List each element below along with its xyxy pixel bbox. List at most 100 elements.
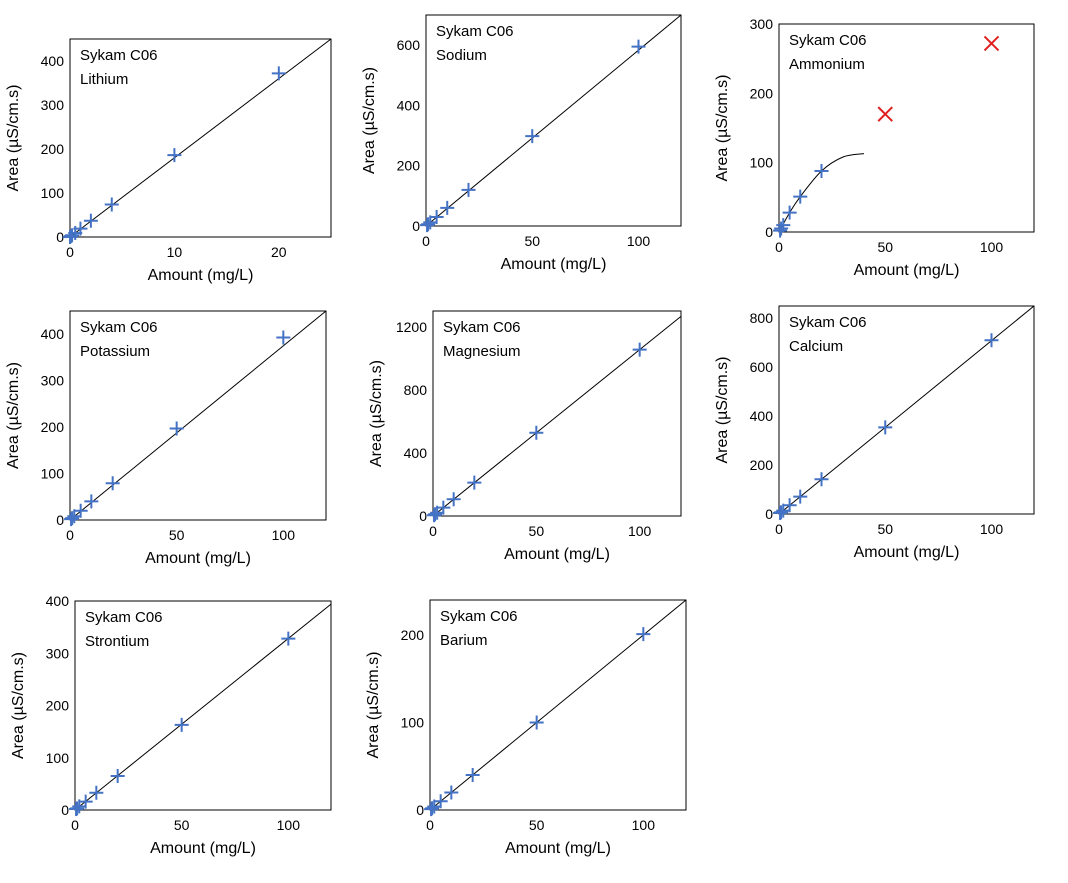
- data-point: [104, 197, 119, 212]
- x-axis-label: Amount (mg/L): [148, 267, 254, 284]
- data-point: [782, 498, 797, 513]
- y-tick-label: 0: [412, 218, 420, 234]
- analyte-label: Ammonium: [789, 56, 865, 73]
- instrument-label: Sykam C06: [789, 32, 867, 49]
- data-point: [529, 715, 544, 730]
- instrument-label: Sykam C06: [436, 23, 514, 40]
- data-point: [429, 209, 444, 224]
- chart-barium: 0 50 100 0 100 200 Amount (mg/L) Area (µS/cm.s)…: [365, 599, 687, 857]
- plot-frame: [69, 38, 332, 238]
- y-tick-label: 800: [404, 382, 428, 398]
- x-tick-label: 100: [980, 239, 1004, 255]
- data-point: [444, 785, 459, 800]
- y-tick-label: 0: [56, 512, 64, 528]
- data-point: [105, 476, 120, 491]
- chart-potassium: 0 50 100 0 100 200 300 400 Amount (mg/L) Area (µS…: [5, 310, 327, 567]
- y-tick-label: 600: [750, 359, 774, 375]
- x-tick-label: 0: [422, 233, 430, 249]
- data-point: [793, 189, 808, 204]
- data-point: [281, 631, 296, 646]
- y-tick-label: 200: [750, 85, 774, 101]
- chart-calcium: 0 50 100 0 200 400 600 800 Amount (mg/L) Area (µS…: [714, 305, 1035, 561]
- data-point: [636, 627, 651, 642]
- y-tick-label: 0: [765, 506, 773, 522]
- y-tick-label: 0: [61, 802, 69, 818]
- data-point: [73, 221, 88, 236]
- y-tick-label: 600: [397, 37, 421, 53]
- y-tick-label: 400: [404, 445, 428, 461]
- plot-frame: [432, 310, 682, 517]
- x-tick-label: 0: [426, 817, 434, 833]
- data-point: [774, 221, 789, 236]
- plot-frame: [425, 14, 682, 227]
- x-tick-label: 50: [877, 521, 893, 537]
- analyte-label: Strontium: [85, 633, 149, 650]
- x-tick-label: 100: [628, 523, 652, 539]
- y-axis-label: Area (µS/cm.s): [361, 67, 378, 174]
- data-point: [425, 801, 440, 816]
- x-tick-label: 50: [877, 239, 893, 255]
- plot-frame: [69, 310, 327, 521]
- data-point: [421, 217, 436, 232]
- analyte-label: Sodium: [436, 47, 487, 64]
- data-point: [461, 182, 476, 197]
- x-axis-label: Amount (mg/L): [145, 550, 251, 567]
- data-point: [65, 228, 80, 243]
- data-point: [271, 66, 286, 81]
- y-tick-label: 100: [750, 155, 774, 171]
- data-point: [529, 425, 544, 440]
- analyte-label: Barium: [440, 632, 488, 649]
- y-tick-label: 200: [750, 457, 774, 473]
- x-tick-label: 0: [775, 521, 783, 537]
- data-point: [89, 785, 104, 800]
- instrument-label: Sykam C06: [80, 47, 158, 64]
- y-axis-label: Area (µS/cm.s): [10, 652, 27, 759]
- y-axis-label: Area (µS/cm.s): [714, 356, 731, 463]
- y-axis-label: Area (µS/cm.s): [365, 651, 382, 758]
- chart-sodium: 0 50 100 0 200 400 600 Amount (mg/L) Area (µS/cm…: [361, 14, 682, 273]
- y-tick-label: 300: [46, 645, 70, 661]
- y-tick-label: 100: [41, 466, 65, 482]
- x-tick-label: 20: [271, 244, 287, 260]
- x-tick-label: 100: [632, 817, 656, 833]
- plot-frame: [74, 600, 332, 811]
- analyte-label: Lithium: [80, 71, 128, 88]
- x-tick-label: 0: [775, 239, 783, 255]
- data-point: [467, 475, 482, 490]
- x-tick-label: 50: [529, 523, 545, 539]
- y-tick-label: 0: [416, 802, 424, 818]
- outlier-point: [983, 35, 1000, 52]
- data-point: [465, 768, 480, 782]
- x-axis-label: Amount (mg/L): [150, 840, 256, 857]
- data-point: [78, 794, 93, 809]
- outlier-point: [877, 106, 893, 122]
- x-tick-label: 100: [627, 233, 651, 249]
- data-point: [428, 507, 443, 522]
- y-tick-label: 400: [41, 326, 65, 342]
- y-tick-label: 0: [419, 508, 427, 524]
- data-point: [774, 505, 789, 520]
- data-point: [632, 342, 647, 357]
- data-point: [814, 472, 829, 487]
- y-tick-label: 300: [41, 373, 65, 389]
- chart-ammonium: 0 50 100 0 100 200 300 Amount (mg/L) Area (µS/cm…: [714, 16, 1035, 279]
- data-point: [984, 333, 999, 348]
- y-tick-label: 400: [46, 593, 70, 609]
- data-point: [433, 794, 448, 809]
- data-point: [782, 205, 797, 220]
- y-axis-label: Area (µS/cm.s): [5, 362, 22, 469]
- analyte-label: Magnesium: [443, 343, 521, 360]
- data-point: [814, 163, 829, 178]
- data-point: [436, 500, 451, 515]
- y-tick-label: 100: [401, 715, 425, 731]
- x-tick-label: 10: [167, 244, 183, 260]
- x-tick-label: 0: [429, 523, 437, 539]
- y-tick-label: 0: [56, 229, 64, 245]
- plot-frame: [429, 599, 687, 811]
- x-tick-label: 50: [174, 817, 190, 833]
- y-axis-label: Area (µS/cm.s): [714, 74, 731, 181]
- data-point: [440, 200, 455, 215]
- y-tick-label: 200: [401, 627, 425, 643]
- y-tick-label: 800: [750, 310, 774, 326]
- y-tick-label: 200: [46, 698, 70, 714]
